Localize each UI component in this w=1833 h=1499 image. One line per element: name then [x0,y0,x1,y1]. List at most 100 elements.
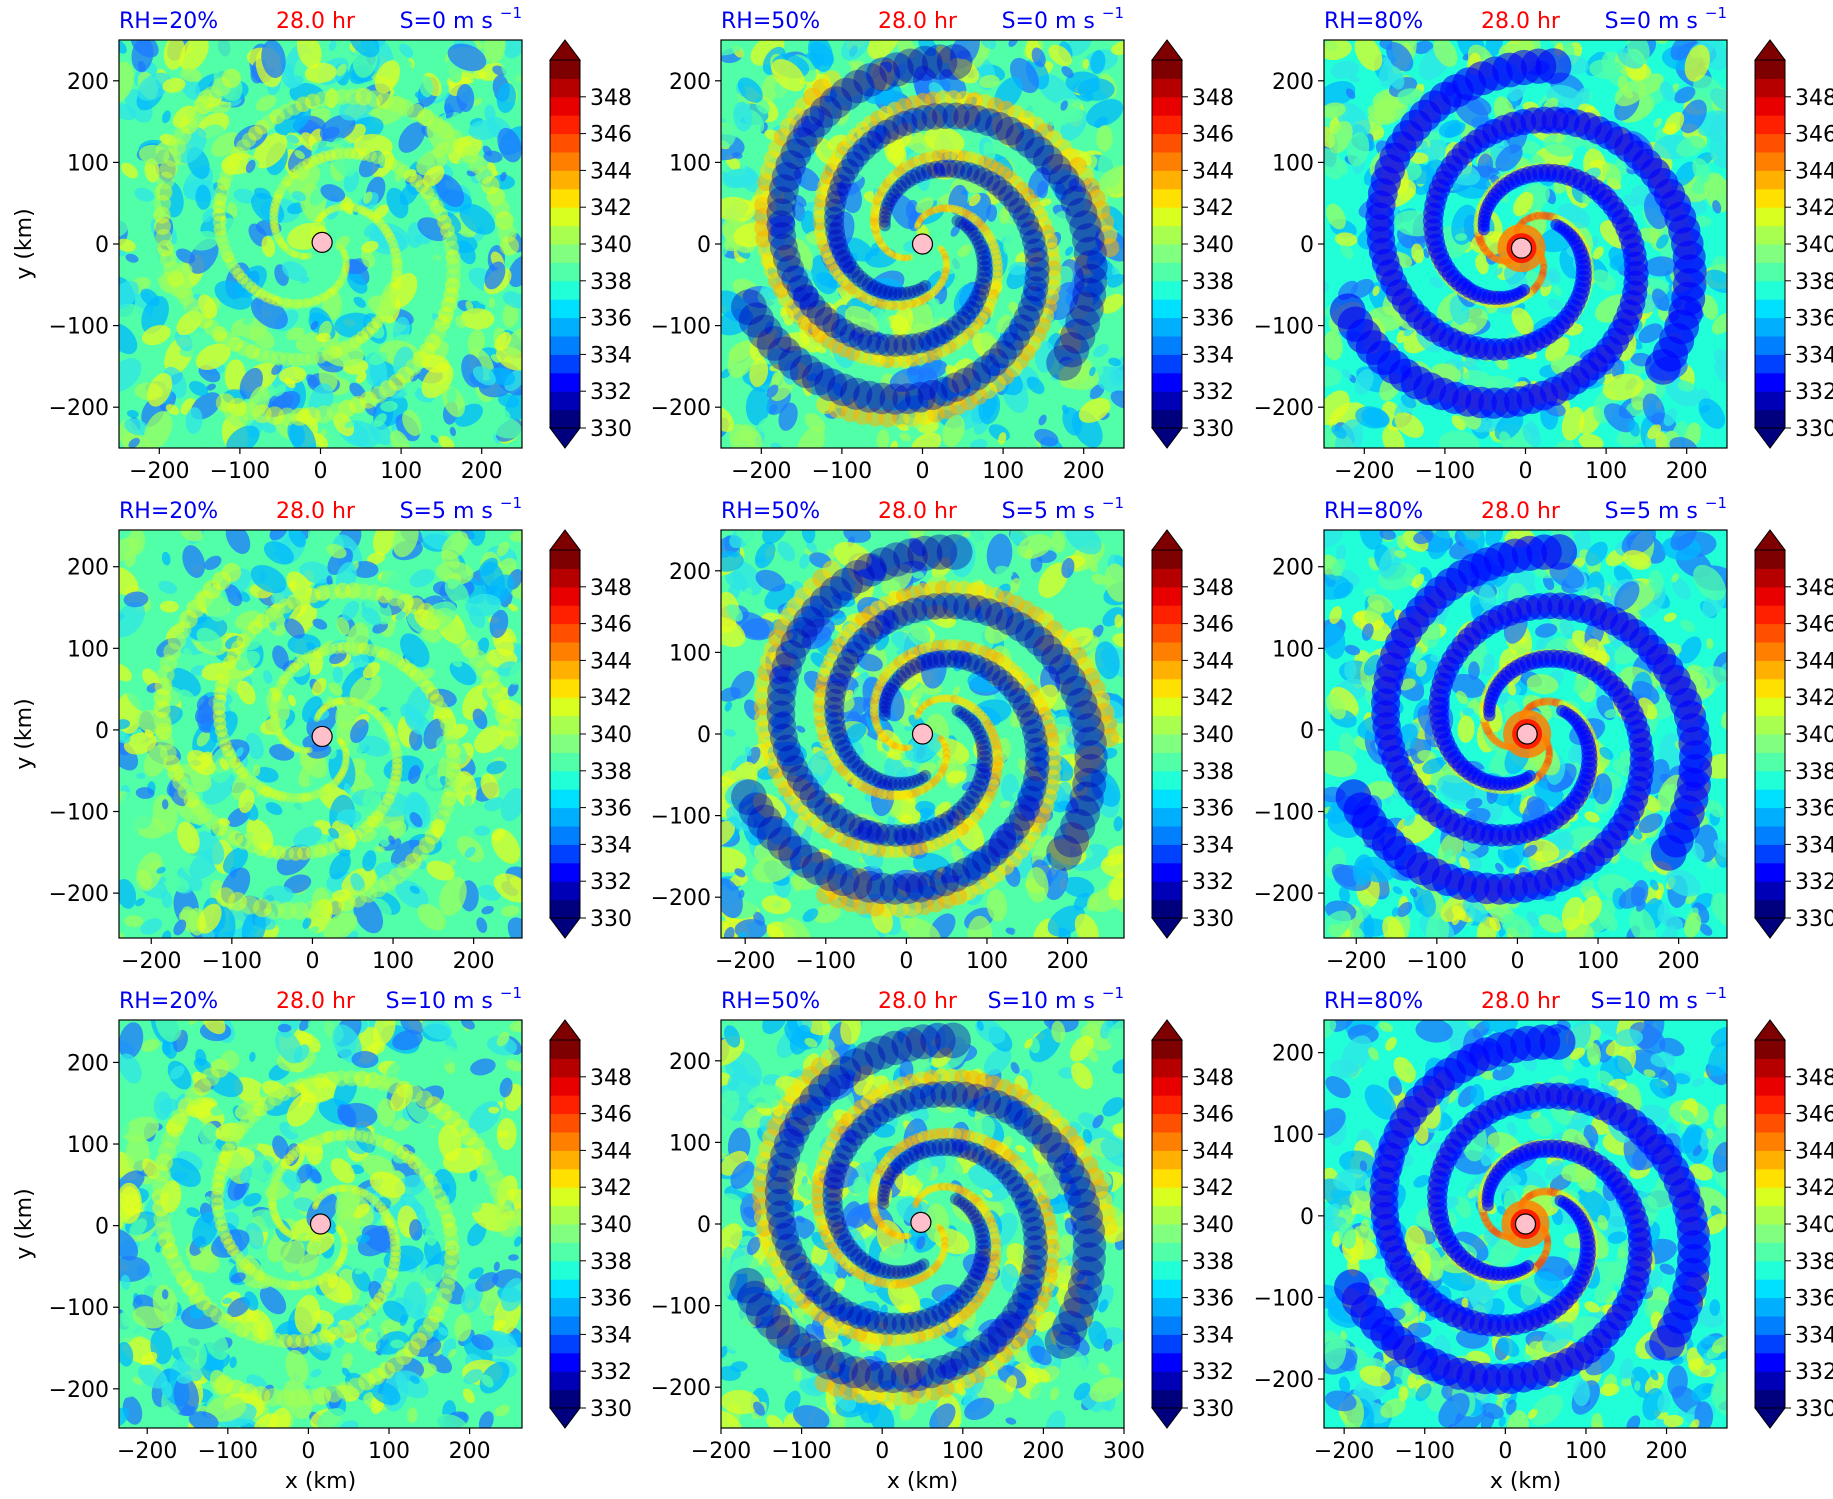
field-cell [295,811,316,825]
dry-band [847,755,865,774]
dry-band [1060,185,1093,218]
colorbar-segment [550,715,580,735]
dry-band [814,797,840,823]
field-cell [1090,50,1106,75]
dry-band [872,772,888,789]
colorbar-segment [550,642,580,661]
dry-band [972,235,987,250]
field-cell [794,166,821,192]
field-cell [991,115,1022,148]
shear-exponent: −1 [1705,4,1727,22]
field-cell [254,766,279,783]
dry-band [767,222,797,251]
colorbar-segment [1152,862,1182,882]
field-cell [1555,132,1566,144]
dry-band [840,867,873,900]
field-cell [795,147,815,163]
field-cell [438,435,455,448]
dry-band [1023,276,1049,302]
colorbar-tick-label: 340 [590,233,632,258]
dry-band [888,286,903,301]
colorbar-segment [1152,899,1182,919]
field-cell [772,846,794,860]
colorbar-segment [1152,317,1182,337]
field-cell [1455,233,1468,241]
field-cell [167,843,177,852]
field-cell [1107,530,1124,557]
field-cell [986,204,998,222]
colorbar-segment [1152,262,1182,282]
field-cell [183,647,193,660]
field-cell [908,537,927,557]
dry-band [827,863,860,897]
field-cell [341,600,360,621]
field-cell [1005,927,1017,935]
field-cell [144,411,173,448]
field-cell [1052,701,1062,712]
field-cell [848,60,859,69]
field-cell [395,611,406,621]
dry-band [883,192,898,207]
field-cell [484,797,504,812]
dry-band [902,286,917,300]
dry-band [939,159,959,178]
dry-band [996,332,1024,360]
field-cell [461,784,473,792]
field-cell [474,825,491,836]
field-cell [811,849,833,864]
field-cell [772,901,783,908]
dry-band [1022,719,1046,743]
dry-band [801,105,833,138]
dry-band [831,243,851,262]
field-cell [771,59,805,92]
field-cell [1009,302,1019,316]
field-cell [472,70,487,80]
dry-band [1020,286,1047,312]
dry-band [814,368,848,402]
dry-band [881,687,896,701]
dry-band [918,329,940,351]
field-cell [287,694,296,707]
field-cell [358,735,390,757]
field-cell [161,551,171,566]
colorbar-segment [1152,372,1182,392]
colorbar-extend-max [1151,39,1183,61]
colorbar-tick-label: 346 [590,123,632,148]
field-cell [1114,614,1123,628]
shear-value: S=5 m s [1002,499,1102,524]
field-cell [286,327,305,341]
colorbar-tick-label: 340 [590,723,632,748]
field-cell [336,616,350,636]
field-cell [502,291,522,309]
field-cell [1018,224,1039,256]
field-cell [451,658,463,668]
field-cell [978,617,988,632]
colorbar-segment [1152,844,1182,864]
dry-band [1016,702,1040,726]
dry-band [851,760,869,778]
field-cell [721,847,747,873]
colorbar-tick-label: 330 [590,417,632,442]
field-cell [1602,162,1622,186]
dry-band [1025,257,1050,282]
dry-band [825,712,845,732]
dry-band [963,105,992,134]
field-cell [483,150,503,163]
field-cell [1699,404,1711,413]
dry-band [892,670,908,686]
field-cell [968,193,981,207]
dry-band [1023,238,1048,263]
field-cell [1111,41,1124,56]
dry-band [738,302,775,338]
field-cell [857,820,886,844]
dry-band [1073,753,1108,788]
dry-band [921,593,948,620]
dry-band [848,327,873,351]
field-cell [445,110,454,119]
dry-band [1003,191,1026,214]
field-cell [332,666,344,683]
field-cell [435,561,474,585]
dry-band [921,652,939,670]
field-cell [876,681,905,722]
